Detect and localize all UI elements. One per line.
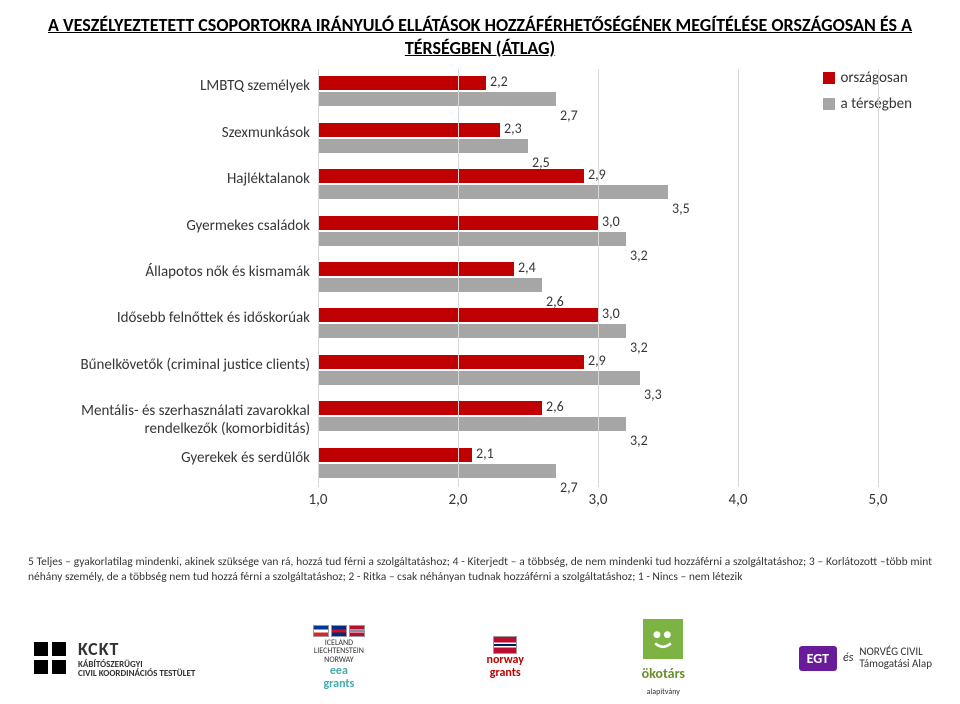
bar-value-label: 3,0 xyxy=(598,305,620,322)
category-label: Mentális- és szerhasználati zavarokkal r… xyxy=(30,403,310,438)
egt-logo: EGT és NORVÉG CIVIL Támogatási Alap xyxy=(799,646,932,671)
bar-value-label: 2,3 xyxy=(500,120,522,137)
category-label: Gyermekes családok xyxy=(30,218,310,235)
bar-regional: 3,5 xyxy=(318,185,668,199)
egt-right: NORVÉG CIVIL Támogatási Alap xyxy=(859,646,932,670)
bar-national: 2,9 xyxy=(318,355,584,369)
category-label: Gyerekek és serdülők xyxy=(30,450,310,467)
category-label: LMBTQ személyek xyxy=(30,78,310,95)
flag-iceland-icon xyxy=(313,625,329,637)
x-axis-tick: 3,0 xyxy=(589,491,608,509)
category-label: Szexmunkások xyxy=(30,125,310,142)
dot-divider: ● ● ● ● ● ● ● ● ● ● ● ● ● ● ● ● ● ● ● ● … xyxy=(28,618,932,620)
bar-national: 2,6 xyxy=(318,401,542,415)
bar-regional: 2,7 xyxy=(318,92,556,106)
bar-regional: 3,3 xyxy=(318,371,640,385)
bar-regional: 2,7 xyxy=(318,464,556,478)
bar-regional: 3,2 xyxy=(318,417,626,431)
egt-badge: EGT xyxy=(799,646,837,671)
category-labels: LMBTQ személyek Szexmunkások Hajléktalanok… xyxy=(28,69,310,487)
bar-value-label: 2,9 xyxy=(584,352,606,369)
bar-value-label: 2,2 xyxy=(486,73,508,90)
bar-value-label: 2,6 xyxy=(542,398,564,415)
egt-and: és xyxy=(843,651,853,665)
category-label: Bűnelkövetők (criminal justice clients) xyxy=(30,357,310,374)
bar-national: 2,3 xyxy=(318,123,500,137)
gridline xyxy=(318,69,319,487)
chart: országosan a térségben LMBTQ személyekSz… xyxy=(28,69,932,549)
x-axis-tick: 1,0 xyxy=(309,491,328,509)
bar-regional: 3,2 xyxy=(318,324,626,338)
bar-regional: 2,5 xyxy=(318,139,528,153)
category-label: Állapotos nők és kismamák xyxy=(30,264,310,281)
category-label: Hajléktalanok xyxy=(30,171,310,188)
kckt-icon xyxy=(28,636,72,680)
okotars-name: ökotárs xyxy=(642,665,685,682)
okotars-logo: ökotárs alapítvány xyxy=(642,619,685,697)
kckt-name: KCKT xyxy=(78,638,195,660)
norway-grants-text: norway grants xyxy=(487,654,524,680)
bar-value-label: 2,4 xyxy=(514,259,536,276)
x-axis-tick: 4,0 xyxy=(729,491,748,509)
bar-national: 2,4 xyxy=(318,262,514,276)
bar-regional: 2,6 xyxy=(318,278,542,292)
bar-value-label: 2,9 xyxy=(584,166,606,183)
eea-grants-logo: ICELAND LIECHTENSTEIN NORWAY eea grants xyxy=(309,623,369,694)
bar-value-label: 2,1 xyxy=(472,445,494,462)
eea-countries: ICELAND LIECHTENSTEIN NORWAY xyxy=(314,639,364,665)
flag-liechtenstein-icon xyxy=(331,625,347,637)
bar-national: 2,2 xyxy=(318,76,486,90)
bar-value-label: 3,0 xyxy=(598,213,620,230)
eea-grants-text: eea grants xyxy=(323,665,354,691)
category-label: Idősebb felnőttek és időskorúak xyxy=(30,310,310,327)
scale-footnote: 5 Teljes – gyakorlatilag mindenki, akine… xyxy=(28,555,932,585)
plot-area: 2,2 2,7 2,3 2,5 2,9 3,5 3,0 3,2 2,4 2,6 3,0 3,2 2,9 3… xyxy=(318,69,878,509)
page-title: A VESZÉLYEZTETETT CSOPORTOKRA IRÁNYULÓ E… xyxy=(28,14,932,59)
kckt-logo: KCKT KÁBÍTÓSZERÜGYI CIVIL KOORDINÁCIÓS T… xyxy=(28,636,195,680)
bar-value-label: 2,7 xyxy=(556,479,578,496)
norway-grants-logo: norway grants xyxy=(483,634,528,682)
gridline xyxy=(458,69,459,487)
footer-logos: ● ● ● ● ● ● ● ● ● ● ● ● ● ● ● ● ● ● ● ● … xyxy=(28,622,932,694)
gridline xyxy=(738,69,739,487)
gridline xyxy=(878,69,879,487)
x-axis-tick: 2,0 xyxy=(449,491,468,509)
okotars-icon xyxy=(643,619,683,659)
gridline xyxy=(598,69,599,487)
okotars-sub: alapítvány xyxy=(647,688,680,697)
flag-norway-icon xyxy=(493,636,517,654)
bar-regional: 3,2 xyxy=(318,232,626,246)
flag-norway-icon xyxy=(349,625,365,637)
bar-national: 2,9 xyxy=(318,169,584,183)
kckt-sub: KÁBÍTÓSZERÜGYI CIVIL KOORDINÁCIÓS TESTÜL… xyxy=(78,660,195,679)
bar-national: 2,1 xyxy=(318,448,472,462)
x-axis-tick: 5,0 xyxy=(869,491,888,509)
